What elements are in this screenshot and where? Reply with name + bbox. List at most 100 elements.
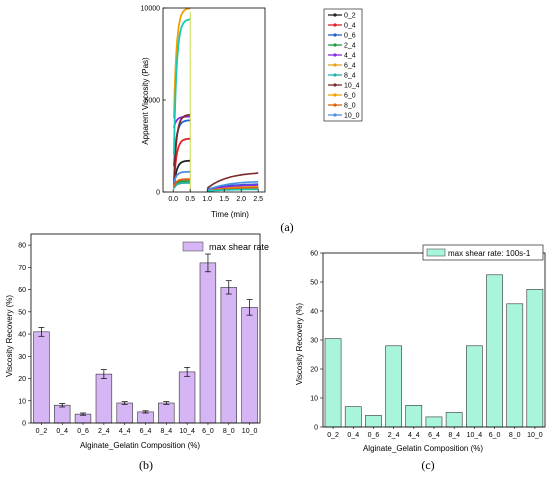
b-ytick-label: 80	[18, 243, 26, 250]
b-legend: max shear rate	[182, 241, 269, 252]
a-legend-marker-6_4	[333, 63, 337, 67]
c-ytick-label: 50	[310, 280, 318, 287]
a-ytick-label: 5000	[144, 98, 160, 105]
c-legend-swatch	[426, 248, 446, 257]
b-ytick-label: 40	[18, 332, 26, 339]
panel-b-bar-chart: 0_2 0_4 0_6 2_4 4_4 6_4 8_4 10_4 6_0 8_0 10_0 0 10 20…	[5, 233, 269, 472]
c-bar-6_4	[425, 416, 443, 428]
b-xtick-label-0_4: 0_4	[56, 428, 68, 435]
b-ytick-label: 30	[18, 354, 26, 361]
c-xtick-label-0_2: 0_2	[327, 432, 339, 439]
b-bars-group	[33, 253, 258, 424]
a-series-10_0	[173, 170, 259, 191]
c-ytick-label: 0	[314, 425, 318, 432]
a-line-phase1	[173, 180, 191, 189]
c-ytick-label: 10	[310, 396, 318, 403]
b-xtick-label-2_4: 2_4	[98, 428, 110, 435]
a-legend-label-6_4: 6_4	[344, 63, 356, 70]
a-legend-marker-4_4	[333, 53, 337, 57]
c-ytick-label: 30	[310, 338, 318, 345]
b-xtick-label-10_0: 10_0	[242, 428, 258, 435]
b-ylabel: Viscosity Recovery (%)	[5, 295, 14, 377]
b-xtick-label-0_6: 0_6	[77, 428, 89, 435]
a-legend-marker-0_6	[333, 33, 337, 37]
a-xlabel: Time (min)	[211, 210, 249, 219]
b-xtick-label-6_4: 6_4	[140, 428, 152, 435]
c-xtick-label-0_4: 0_4	[347, 432, 359, 439]
a-line-phase2	[206, 184, 259, 191]
a-line-phase2	[207, 188, 259, 192]
a-legend-label-4_4: 4_4	[344, 53, 356, 60]
a-axes: 0.0 0.5 1.0 1.5 2.0 2.5 0 5000 10000	[141, 6, 266, 203]
a-series-10_4	[173, 114, 259, 189]
a-ytick-label: 0	[156, 190, 160, 197]
b-bar-0_4	[53, 404, 71, 424]
a-legend-label-2_4: 2_4	[344, 43, 356, 50]
c-bar-10_0	[526, 288, 544, 428]
b-ytick-label: 0	[22, 421, 26, 428]
b-bar-8_0	[220, 287, 237, 424]
b-bar-6_4	[137, 411, 154, 424]
b-bar-0_2	[33, 331, 50, 424]
a-line-phase1	[173, 18, 191, 156]
b-xtick-label-6_0: 6_0	[202, 428, 214, 435]
a-line-phase1	[173, 170, 191, 184]
c-bar-8_0	[506, 303, 524, 428]
a-xtick-label: 1.5	[219, 196, 229, 203]
a-panel-label: (a)	[280, 220, 293, 234]
c-xtick-label-0_6: 0_6	[368, 432, 380, 439]
c-bar-0_4	[344, 406, 362, 428]
a-xtick-label: 1.0	[202, 196, 212, 203]
a-line-phase2	[206, 172, 259, 189]
b-ytick-label: 60	[18, 287, 26, 294]
a-line-phase1	[173, 7, 191, 119]
a-legend-marker-6_0	[333, 93, 337, 97]
a-legend-label-10_0: 10_0	[344, 113, 360, 120]
a-legend-label-0_4: 0_4	[344, 23, 356, 30]
a-line-phase2	[206, 180, 259, 191]
panel-a-line-chart: 0.0 0.5 1.0 1.5 2.0 2.5 0 5000 10000 0_2 0_4 0_6 2_…	[141, 6, 363, 234]
a-legend: 0_2 0_4 0_6 2_4 4_4 6_4 8_4 10_4 6_0 8_0 10_0	[323, 8, 363, 122]
a-series-unlabeled	[173, 18, 259, 192]
c-legend-label: max shear rate: 100s-1	[448, 249, 531, 258]
a-line-phase1	[173, 178, 191, 187]
a-ytick-label: 10000	[141, 6, 161, 13]
c-bar-0_2	[324, 338, 342, 428]
c-bar-8_4	[445, 412, 463, 428]
a-xtick-label: 2.0	[236, 196, 246, 203]
c-ylabel: Viscosity Recovery (%)	[295, 303, 304, 385]
a-legend-marker-10_0	[333, 113, 337, 117]
c-legend-box	[422, 244, 544, 261]
c-xtick-label-2_4: 2_4	[388, 432, 400, 439]
b-ytick-label: 10	[18, 398, 26, 405]
c-bar-4_4	[405, 404, 423, 428]
b-xtick-label-10_4: 10_4	[179, 428, 195, 435]
c-ytick-label: 20	[310, 367, 318, 374]
c-xtick-label-10_0: 10_0	[527, 432, 543, 439]
b-bar-6_0	[199, 262, 217, 424]
c-legend: max shear rate: 100s-1	[422, 244, 544, 261]
a-legend-label-8_4: 8_4	[344, 73, 356, 80]
b-ytick-label: 70	[18, 265, 26, 272]
a-xtick-label: 0.5	[185, 196, 195, 203]
c-ytick-label: 60	[310, 251, 318, 258]
c-xtick-label-6_0: 6_0	[489, 432, 501, 439]
b-panel-label: (b)	[139, 458, 153, 472]
a-series-6_0	[173, 7, 259, 192]
panel-c-bar-chart: 0_2 0_4 0_6 2_4 4_4 6_4 8_4 10_4 6_0 8_0 10_0 0 10 20…	[295, 244, 546, 472]
b-legend-swatch	[182, 241, 204, 252]
a-legend-marker-8_0	[333, 103, 337, 107]
a-legend-label-10_4: 10_4	[344, 83, 360, 90]
b-ytick-label: 50	[18, 309, 26, 316]
b-xlabel: Alginate_Gelatin Composition (%)	[80, 441, 200, 450]
b-xtick-label-8_4: 8_4	[160, 428, 172, 435]
c-bar-10_4	[465, 345, 483, 428]
c-panel-label: (c)	[421, 458, 434, 472]
c-xtick-label-10_4: 10_4	[467, 432, 483, 439]
c-xtick-label-8_0: 8_0	[509, 432, 521, 439]
c-bars-group	[324, 274, 544, 428]
a-legend-label-0_2: 0_2	[344, 13, 356, 20]
b-xtick-label-8_0: 8_0	[223, 428, 235, 435]
b-bar-10_4	[178, 371, 196, 424]
